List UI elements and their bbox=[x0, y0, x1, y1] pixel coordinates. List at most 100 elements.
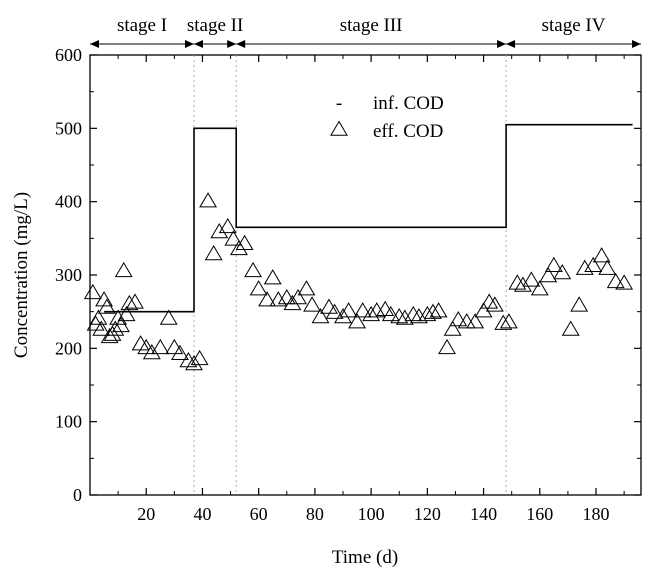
legend: - inf. COD eff. COD bbox=[330, 93, 444, 142]
eff-cod-point bbox=[114, 261, 133, 278]
eff-cod-point bbox=[109, 309, 128, 325]
x-tick-label: 60 bbox=[250, 504, 268, 524]
stage-annotation: stage II bbox=[187, 15, 243, 48]
eff-cod-point bbox=[353, 302, 372, 318]
eff-cod-point bbox=[530, 280, 549, 296]
eff-cod-point bbox=[97, 298, 116, 314]
eff-cod-point bbox=[449, 310, 468, 327]
y-tick-label: 300 bbox=[55, 265, 82, 285]
eff-cod-point bbox=[615, 274, 634, 290]
eff-cod-point bbox=[348, 313, 367, 329]
y-tick-label: 400 bbox=[55, 192, 82, 212]
eff-cod-point bbox=[230, 239, 248, 256]
plot-frame bbox=[89, 54, 642, 496]
eff-cod-point bbox=[126, 293, 144, 309]
y-tick-label: 100 bbox=[55, 412, 82, 432]
y-tick-label: 0 bbox=[73, 485, 82, 505]
eff-cod-point bbox=[120, 294, 139, 311]
eff-cod-point bbox=[334, 308, 352, 324]
eff-cod-point bbox=[142, 343, 161, 360]
stage-dividers bbox=[193, 55, 507, 495]
stage-annotation: stage I bbox=[90, 15, 195, 48]
eff-cod-point bbox=[95, 291, 114, 307]
y-tick-label: 600 bbox=[55, 45, 82, 65]
eff-cod-point bbox=[283, 294, 302, 311]
eff-cod-point bbox=[480, 293, 499, 309]
eff-cod-point bbox=[474, 302, 493, 318]
eff-cod-point bbox=[485, 296, 504, 312]
x-tick-label: 160 bbox=[526, 504, 553, 524]
legend-symbol-line: - bbox=[336, 93, 342, 114]
eff-cod-point bbox=[575, 259, 594, 275]
eff-cod-point bbox=[159, 309, 178, 325]
eff-cod-point bbox=[269, 291, 288, 307]
legend-symbol-triangle bbox=[330, 120, 348, 136]
eff-cod-point bbox=[339, 302, 358, 318]
y-tick-label: 500 bbox=[55, 118, 82, 138]
eff-cod-point bbox=[235, 234, 254, 250]
stage-label: stage II bbox=[187, 15, 243, 36]
eff-cod-point bbox=[199, 192, 218, 208]
eff-cod-point bbox=[598, 259, 617, 275]
eff-cod-point bbox=[303, 296, 322, 312]
eff-cod-point bbox=[424, 303, 442, 319]
eff-cod-point bbox=[395, 309, 414, 325]
stage-label: stage IV bbox=[542, 15, 606, 36]
eff-cod-point bbox=[508, 274, 527, 290]
stage-annotation: stage III bbox=[236, 15, 507, 48]
eff-cod-point bbox=[404, 305, 423, 322]
series bbox=[83, 123, 634, 371]
eff-cod-point bbox=[592, 247, 611, 263]
eff-cod-point bbox=[418, 305, 437, 322]
eff-cod-point bbox=[117, 305, 136, 322]
stage-arrowhead-right bbox=[632, 40, 641, 48]
eff-cod-point bbox=[218, 217, 237, 234]
eff-cod-point bbox=[106, 320, 125, 336]
eff-cod-point bbox=[544, 256, 563, 272]
eff-cod-point bbox=[367, 302, 386, 318]
eff-cod-point bbox=[606, 272, 625, 289]
eff-cod-point bbox=[362, 305, 381, 322]
eff-cod-point bbox=[553, 264, 572, 280]
eff-cod-point bbox=[244, 261, 262, 278]
eff-cod-point bbox=[151, 338, 170, 355]
eff-cod-point bbox=[297, 280, 316, 296]
x-tick-label: 100 bbox=[358, 504, 385, 524]
stage-arrowhead-right bbox=[227, 40, 237, 48]
stage-arrowhead-left bbox=[194, 40, 204, 48]
x-tick-label: 120 bbox=[414, 504, 441, 524]
x-tick-label: 180 bbox=[583, 504, 610, 524]
eff-cod-point bbox=[89, 309, 108, 325]
eff-cod-point bbox=[258, 291, 277, 307]
stage-annotation: stage IV bbox=[506, 15, 641, 48]
x-tick-label: 20 bbox=[137, 504, 155, 524]
eff-cod-point bbox=[165, 338, 184, 355]
y-tick-label: 200 bbox=[55, 338, 82, 358]
axes: 0 100 200 300 400 500 600 20 40 60 80 100 120 140 160 1… bbox=[55, 45, 641, 524]
eff-cod-point bbox=[289, 288, 307, 305]
eff-cod-point bbox=[190, 349, 209, 366]
x-tick-label: 80 bbox=[306, 504, 324, 524]
eff-cod-point bbox=[429, 302, 448, 318]
stage-label: stage III bbox=[340, 15, 403, 36]
eff-cod-point bbox=[409, 308, 428, 324]
eff-cod-point bbox=[390, 308, 409, 324]
eff-cod-point bbox=[539, 266, 558, 283]
eff-cod-point bbox=[249, 280, 268, 296]
x-tick-label: 140 bbox=[470, 504, 497, 524]
stage-arrowhead-left bbox=[90, 40, 99, 48]
eff-cod-point bbox=[111, 316, 130, 333]
x-axis-label: Time (d) bbox=[332, 547, 398, 568]
stage-annotations: stage I stage II stage III stage IV bbox=[90, 15, 641, 48]
eff-cod-point bbox=[443, 320, 462, 336]
eff-cod-point bbox=[561, 320, 580, 336]
eff-cod-point bbox=[210, 222, 229, 239]
stage-label: stage I bbox=[117, 15, 167, 36]
eff-cod-point bbox=[224, 230, 243, 246]
eff-cod-point bbox=[584, 256, 603, 272]
eff-cod-point bbox=[522, 271, 541, 287]
inf-cod-line bbox=[104, 123, 633, 313]
stage-arrowhead-left bbox=[236, 40, 246, 48]
eff-cod-point bbox=[325, 303, 344, 319]
stage-arrowhead-right bbox=[185, 40, 195, 48]
